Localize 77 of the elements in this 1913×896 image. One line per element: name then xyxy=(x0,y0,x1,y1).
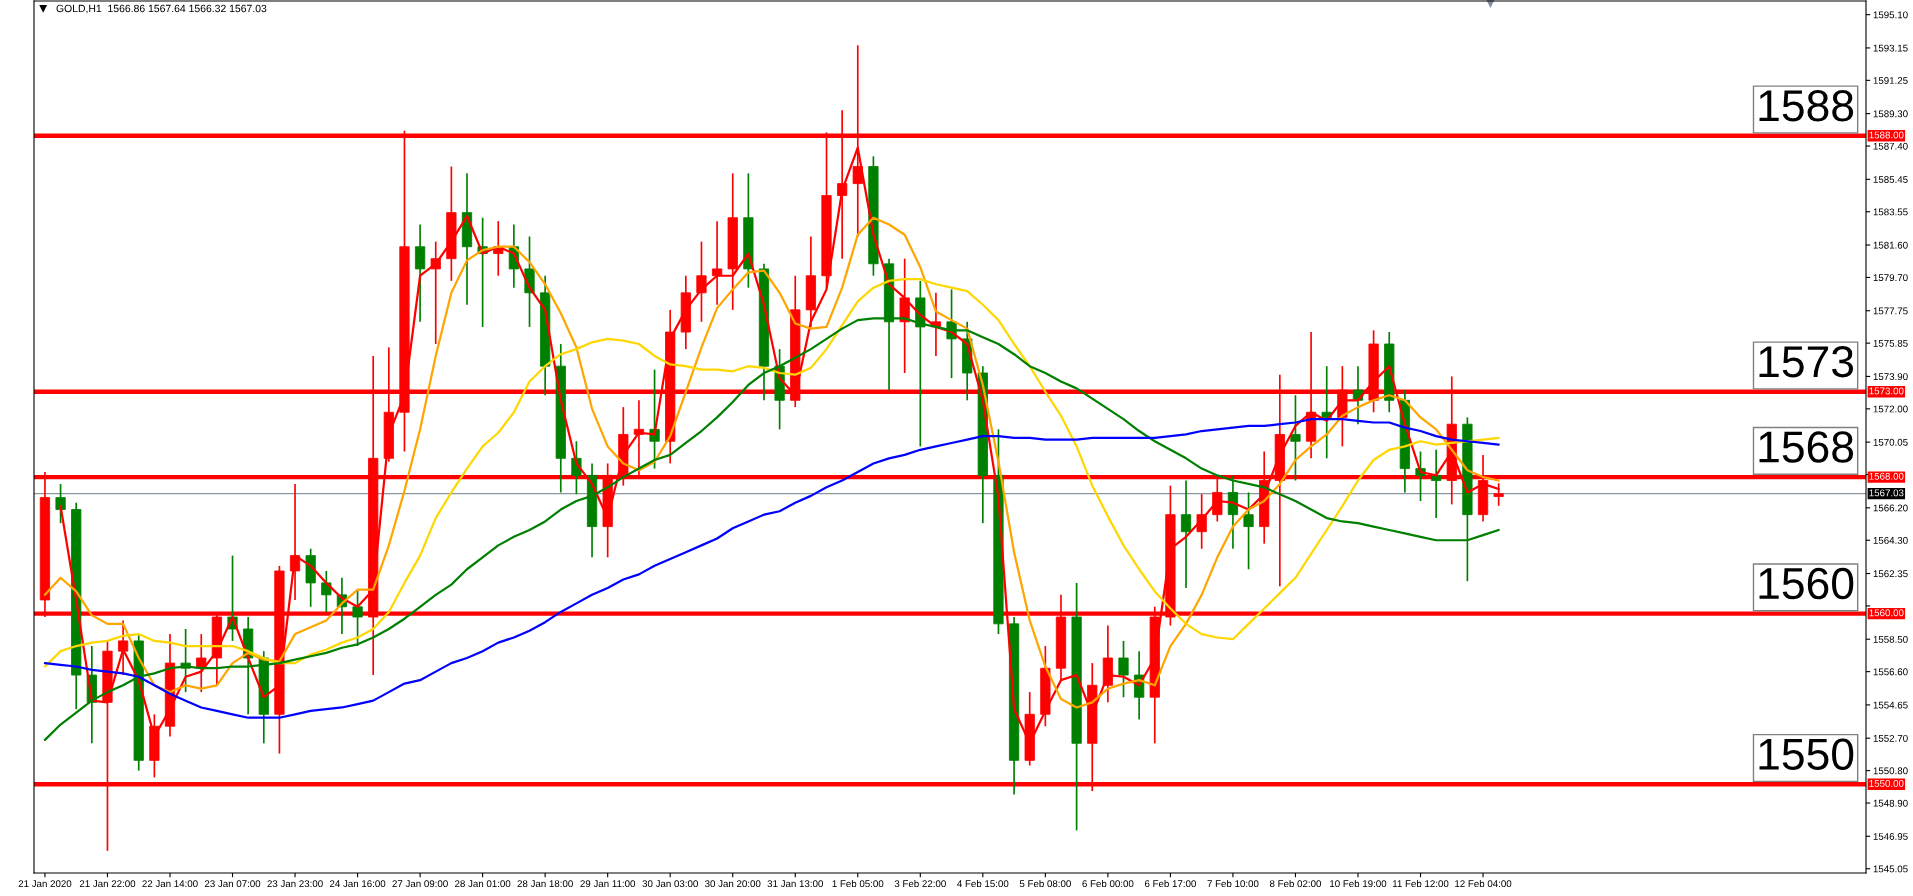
x-tick-label: 1 Feb 05:00 xyxy=(832,879,884,888)
y-tick-label: 1585.45 xyxy=(1873,176,1908,183)
y-tick-label: 1572.00 xyxy=(1873,405,1908,413)
y-tick-label: 1548.90 xyxy=(1873,799,1908,807)
chart-title: GOLD,H1 1566.86 1567.64 1566.32 1567.03 xyxy=(56,4,267,14)
candlestick xyxy=(1243,491,1254,571)
candlestick xyxy=(1180,479,1192,589)
candlestick xyxy=(321,570,332,613)
x-tick-label: 6 Feb 17:00 xyxy=(1144,879,1196,888)
candlestick xyxy=(1290,394,1301,482)
x-tick-label: 3 Feb 22:00 xyxy=(894,879,946,888)
x-tick-label: 11 Feb 12:00 xyxy=(1392,879,1449,888)
y-tick-label: 1566.20 xyxy=(1873,504,1908,512)
annotation: 1567.03 xyxy=(1869,489,1904,497)
ref-line-label: 1588 xyxy=(1759,90,1854,122)
x-tick-label: 23 Jan 07:00 xyxy=(204,880,261,888)
x-tick-label: 24 Jan 16:00 xyxy=(329,880,386,888)
x-tick-label: 23 Jan 23:00 xyxy=(267,880,323,888)
y-tick-label: 1591.25 xyxy=(1873,77,1908,84)
y-tick-label: 1593.15 xyxy=(1873,44,1908,52)
ref-line-label: 1560 xyxy=(1759,567,1854,600)
x-tick-label: 21 Jan 2020 xyxy=(18,880,72,888)
y-tick-label: 1595.10 xyxy=(1873,11,1908,19)
y-tick-label: 1546.95 xyxy=(1873,833,1908,840)
line-series xyxy=(43,216,1500,709)
candlestick xyxy=(1118,640,1129,699)
ref-line-label: 1573 xyxy=(1759,345,1854,378)
x-tick-label: 7 Feb 10:00 xyxy=(1207,879,1259,888)
x-tick-label: 6 Feb 00:00 xyxy=(1082,879,1134,888)
candlestick xyxy=(1431,448,1442,519)
y-tick-label: 1589.30 xyxy=(1873,110,1908,118)
annotation: 1573.00 xyxy=(1869,387,1904,395)
annotation: 1588.00 xyxy=(1869,131,1904,139)
candlestick xyxy=(196,633,207,693)
x-tick-label: 30 Jan 20:00 xyxy=(704,880,761,888)
candlestick xyxy=(696,240,707,323)
y-tick-label: 1564.30 xyxy=(1873,536,1908,544)
x-tick-label: 29 Jan 11:00 xyxy=(580,880,636,888)
y-tick-label: 1545.05 xyxy=(1873,865,1908,873)
candlestick xyxy=(117,619,129,676)
x-tick-label: 12 Feb 04:00 xyxy=(1455,879,1512,888)
ref-line-label: 1568 xyxy=(1759,431,1854,463)
y-tick-label: 1573.90 xyxy=(1873,373,1908,381)
y-tick-label: 1579.70 xyxy=(1873,274,1908,282)
y-tick-label: 1556.60 xyxy=(1873,668,1908,676)
candlestick xyxy=(711,220,723,306)
x-tick-label: 31 Jan 13:00 xyxy=(767,880,823,888)
y-tick-label: 1558.50 xyxy=(1873,635,1908,643)
x-tick-label: 8 Feb 02:00 xyxy=(1269,879,1322,888)
x-tick-label: 28 Jan 18:00 xyxy=(517,880,573,888)
x-tick-label: 28 Jan 01:00 xyxy=(455,880,511,888)
x-tick-label: 4 Feb 15:00 xyxy=(957,879,1009,888)
candlestick xyxy=(649,368,660,470)
line-series xyxy=(43,278,1500,668)
x-tick-label: 10 Feb 19:00 xyxy=(1330,879,1387,888)
y-tick-label: 1587.40 xyxy=(1873,142,1908,150)
y-tick-label: 1552.70 xyxy=(1873,734,1908,742)
x-tick-label: 22 Jan 14:00 xyxy=(142,880,198,888)
x-tick-label: 30 Jan 03:00 xyxy=(642,880,698,888)
y-tick-label: 1581.60 xyxy=(1873,241,1908,249)
y-tick-label: 1562.35 xyxy=(1873,570,1908,578)
annotation: 1550.00 xyxy=(1869,779,1904,787)
candlestick xyxy=(352,588,363,647)
annotation: 1560.00 xyxy=(1869,609,1904,617)
candlestick xyxy=(1196,493,1207,550)
y-tick-label: 1583.55 xyxy=(1873,208,1908,216)
annotation: 1568.00 xyxy=(1869,472,1904,480)
ref-line-label: 1550 xyxy=(1759,738,1854,770)
x-tick-label: 5 Feb 08:00 xyxy=(1019,879,1071,888)
x-tick-label: 27 Jan 09:00 xyxy=(392,880,448,888)
y-tick-label: 1554.65 xyxy=(1873,701,1908,709)
x-tick-label: 21 Jan 22:00 xyxy=(79,880,136,888)
y-tick-label: 1570.05 xyxy=(1873,438,1908,446)
candlestick xyxy=(414,223,426,323)
y-tick-label: 1575.85 xyxy=(1873,339,1908,347)
y-tick-label: 1550.80 xyxy=(1873,767,1908,775)
y-tick-label: 1577.75 xyxy=(1873,307,1908,315)
